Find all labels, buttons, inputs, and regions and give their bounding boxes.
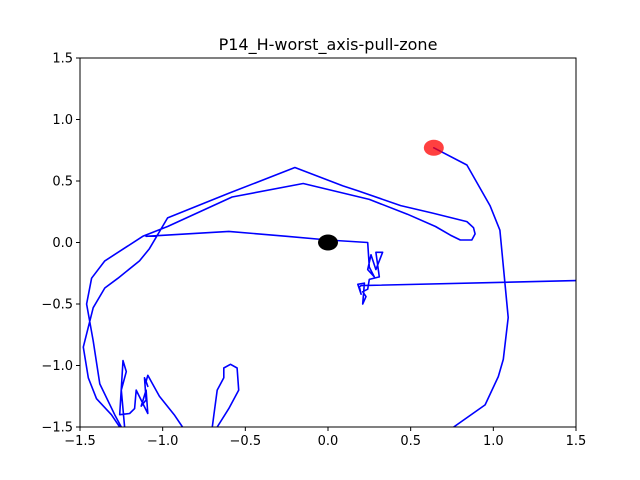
x-tick-label: 0.5 xyxy=(400,434,421,449)
start-marker xyxy=(423,139,444,156)
x-tick-label: 0.0 xyxy=(318,434,339,449)
y-tick-label: −0.5 xyxy=(41,298,73,313)
x-tick-label: 1.0 xyxy=(483,434,504,449)
y-tick-label: 0.5 xyxy=(52,175,73,190)
y-tick-label: −1.5 xyxy=(41,421,73,436)
y-tick-label: 0.0 xyxy=(52,236,73,251)
y-tick-label: −1.0 xyxy=(41,359,73,374)
y-tick-label: 1.5 xyxy=(52,52,73,67)
x-tick-label: −1.0 xyxy=(147,434,179,449)
x-tick-label: 1.5 xyxy=(566,434,587,449)
origin-marker xyxy=(318,234,338,251)
x-tick-label: −1.5 xyxy=(64,434,96,449)
x-tick-label: −0.5 xyxy=(230,434,262,449)
trajectory-line-0 xyxy=(82,147,576,427)
plot-area xyxy=(82,139,576,427)
x-axis: −1.5 −1.0 −0.5 0.0 0.5 1.0 1.5 xyxy=(64,427,586,449)
y-tick-label: 1.0 xyxy=(52,113,73,128)
chart-title: P14_H-worst_axis-pull-zone xyxy=(219,35,438,55)
y-axis: −1.5 −1.0 −0.5 0.0 0.5 1.0 1.5 xyxy=(41,52,80,436)
